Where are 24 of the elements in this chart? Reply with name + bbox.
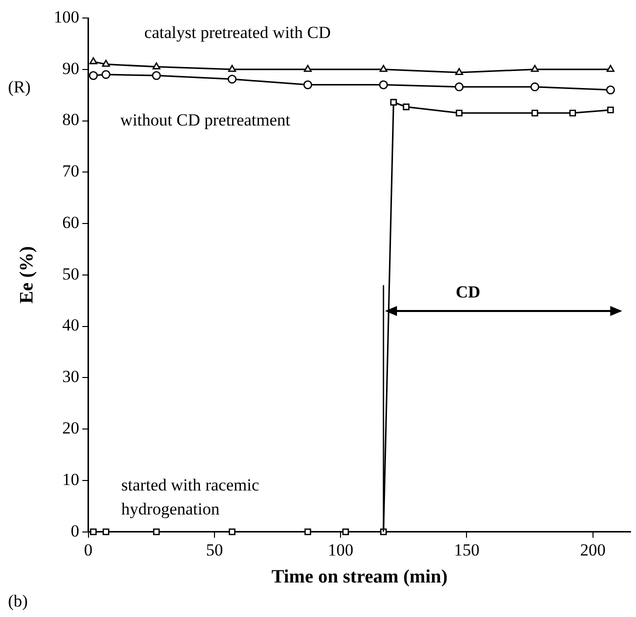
series-label: without CD pretreatment	[120, 110, 291, 130]
x-tick-label: 0	[84, 540, 93, 560]
y-tick-label: 50	[62, 264, 80, 284]
x-axis-title: Time on stream (min)	[271, 566, 448, 588]
y-tick-label: 20	[62, 418, 80, 438]
y-tick-label: 70	[62, 162, 80, 181]
text: (b)	[8, 591, 28, 610]
y-tick-label: 60	[62, 212, 80, 232]
text: (R)	[8, 77, 31, 96]
y-tick-label: 0	[70, 521, 80, 540]
y-tick-label: 10	[62, 470, 80, 489]
x-tick-label: 150	[454, 540, 480, 560]
y-tick-label: 40	[62, 316, 80, 335]
annotation: CD	[456, 282, 480, 302]
x-tick-label: 200	[580, 540, 606, 560]
series-label: catalyst pretreated with CD	[144, 22, 331, 42]
series-label: started with racemic hydrogenation	[121, 475, 260, 518]
y-tick-label: 30	[62, 367, 80, 386]
x-tick-label: 100	[328, 540, 354, 560]
x-tick-label: 50	[206, 540, 223, 560]
y-tick-label: 100	[54, 7, 80, 26]
y-tick-label: 90	[62, 58, 80, 78]
y-tick-label: 80	[62, 110, 80, 130]
y-axis-title: Ee (%)	[16, 246, 38, 304]
